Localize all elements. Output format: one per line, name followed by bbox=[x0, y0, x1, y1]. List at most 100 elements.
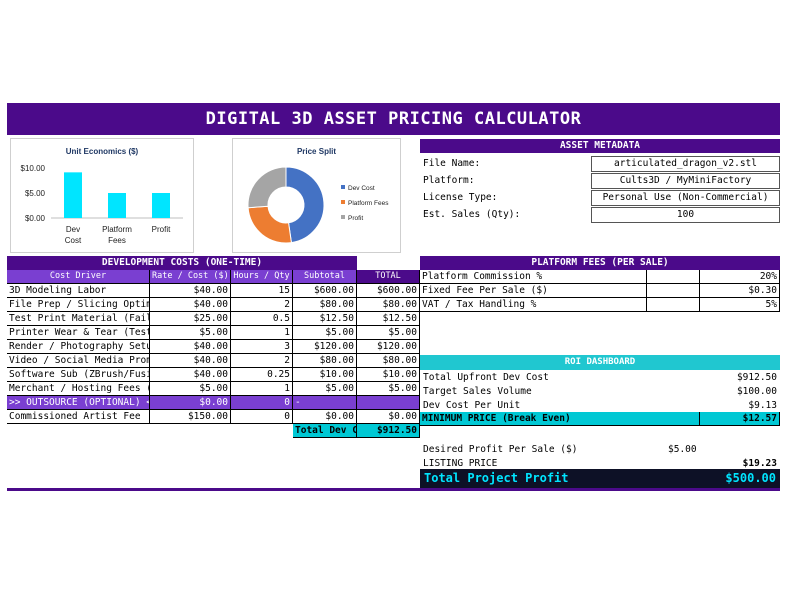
cost-driver-cell: Video / Social Media Prom bbox=[7, 354, 150, 368]
roi-value: $912.50 bbox=[736, 372, 777, 383]
fee-value[interactable]: 20% bbox=[700, 270, 780, 284]
metadata-label: Est. Sales (Qty): bbox=[423, 209, 521, 220]
cost-driver-cell: File Prep / Slicing Optim bbox=[7, 298, 150, 312]
cost-driver-cell: Printer Wear & Tear (Test bbox=[7, 326, 150, 340]
roi-label: Dev Cost Per Unit bbox=[423, 400, 521, 411]
cost-driver-cell: Commissioned Artist Fee bbox=[7, 410, 150, 424]
metadata-label: License Type: bbox=[423, 192, 498, 203]
listing-price-value: $19.23 bbox=[742, 458, 777, 469]
dev-value-cell[interactable]: 0 bbox=[231, 396, 293, 410]
cost-driver-cell: 3D Modeling Labor bbox=[7, 284, 150, 298]
fee-value[interactable]: $0.30 bbox=[700, 284, 780, 298]
dev-value-cell[interactable]: $0.00 bbox=[150, 396, 231, 410]
dev-value-cell[interactable]: 0.5 bbox=[231, 312, 293, 326]
bar-2 bbox=[152, 193, 170, 218]
dev-value-cell: $0.00 bbox=[293, 410, 357, 424]
pie-slice-2 bbox=[247, 166, 287, 209]
y-tick-label: $0.00 bbox=[25, 214, 46, 223]
dev-value-cell: $12.50 bbox=[293, 312, 357, 326]
unit-economics-chart: Unit Economics ($) $10.00 $5.00 $0.00 Dev Co… bbox=[10, 138, 194, 253]
metadata-value-field[interactable]: articulated_dragon_v2.stl bbox=[591, 156, 780, 172]
fee-spacer bbox=[647, 298, 700, 312]
total-cell: $80.00 bbox=[357, 298, 420, 312]
price-split-chart: Price Split Dev Cost Platform Fees Profit bbox=[232, 138, 401, 253]
total-cell: $0.00 bbox=[357, 410, 420, 424]
unit-chart-svg: $10.00 $5.00 $0.00 Dev Cost Platform Fees Profi… bbox=[21, 164, 183, 245]
legend-swatch bbox=[341, 215, 345, 219]
total-cell: $5.00 bbox=[357, 326, 420, 340]
dev-value-cell: $80.00 bbox=[293, 354, 357, 368]
dev-value-cell: $5.00 bbox=[293, 326, 357, 340]
platform-fees-header: PLATFORM FEES (PER SALE) bbox=[420, 256, 780, 270]
y-tick-label: $5.00 bbox=[25, 189, 46, 198]
dev-value-cell[interactable]: $5.00 bbox=[150, 326, 231, 340]
total-profit-bar: Total Project Profit $500.00 bbox=[420, 469, 780, 488]
fee-label: Platform Commission % bbox=[420, 270, 647, 284]
x-category-label: Platform bbox=[102, 225, 132, 234]
dev-col-header: Cost Driver bbox=[7, 270, 150, 284]
metadata-value-field[interactable]: 100 bbox=[591, 207, 780, 223]
dev-value-cell[interactable]: 1 bbox=[231, 382, 293, 396]
dev-value-cell[interactable]: $40.00 bbox=[150, 354, 231, 368]
legend-label: Dev Cost bbox=[348, 185, 375, 192]
fee-value[interactable]: 5% bbox=[700, 298, 780, 312]
fee-label: VAT / Tax Handling % bbox=[420, 298, 647, 312]
metadata-value-field[interactable]: Personal Use (Non-Commercial) bbox=[591, 190, 780, 206]
page-title: DIGITAL 3D ASSET PRICING CALCULATOR bbox=[7, 103, 780, 135]
price-chart-title: Price Split bbox=[296, 147, 337, 156]
total-cell: $12.50 bbox=[357, 312, 420, 326]
dev-value-cell[interactable]: 0.25 bbox=[231, 368, 293, 382]
bottom-divider bbox=[7, 488, 780, 491]
legend-label: Profit bbox=[348, 215, 363, 222]
legend-label: Platform Fees bbox=[348, 200, 389, 207]
dev-value-cell[interactable]: $150.00 bbox=[150, 410, 231, 424]
dev-value-cell[interactable]: 1 bbox=[231, 326, 293, 340]
x-category-label: Fees bbox=[108, 236, 126, 245]
total-cell: $80.00 bbox=[357, 354, 420, 368]
y-tick-label: $10.00 bbox=[21, 164, 46, 173]
min-price-label: MINIMUM PRICE (Break Even) bbox=[420, 412, 700, 426]
dev-value-cell[interactable]: $40.00 bbox=[150, 368, 231, 382]
dev-value-cell[interactable]: 15 bbox=[231, 284, 293, 298]
x-category-label: Cost bbox=[65, 236, 82, 245]
cost-driver-cell: Merchant / Hosting Fees ( bbox=[7, 382, 150, 396]
desired-profit-label: Desired Profit Per Sale ($) bbox=[423, 444, 578, 455]
desired-profit-value[interactable]: $5.00 bbox=[668, 444, 697, 455]
price-chart-svg: Dev Cost Platform Fees Profit bbox=[247, 166, 389, 244]
dev-value-cell[interactable]: $40.00 bbox=[150, 340, 231, 354]
metadata-header: ASSET METADATA bbox=[420, 139, 780, 153]
unit-chart-title: Unit Economics ($) bbox=[65, 147, 139, 156]
total-cell: $10.00 bbox=[357, 368, 420, 382]
total-profit-value: $500.00 bbox=[725, 471, 776, 485]
dev-value-cell: - bbox=[293, 396, 357, 410]
total-cell: $120.00 bbox=[357, 340, 420, 354]
dev-value-cell[interactable]: 3 bbox=[231, 340, 293, 354]
dev-col-header: Subtotal bbox=[293, 270, 357, 284]
total-cell bbox=[357, 396, 420, 410]
roi-value: $100.00 bbox=[736, 386, 777, 397]
dev-value-cell[interactable]: $40.00 bbox=[150, 284, 231, 298]
total-cell: $5.00 bbox=[357, 382, 420, 396]
metadata-label: Platform: bbox=[423, 175, 475, 186]
total-cell: $600.00 bbox=[357, 284, 420, 298]
dev-value-cell: $5.00 bbox=[293, 382, 357, 396]
pie-slice-0 bbox=[285, 166, 325, 244]
x-category-label: Dev bbox=[66, 225, 80, 234]
fee-spacer bbox=[647, 270, 700, 284]
dev-value-cell[interactable]: 2 bbox=[231, 298, 293, 312]
metadata-value-field[interactable]: Cults3D / MyMiniFactory bbox=[591, 173, 780, 189]
dev-value-cell[interactable]: $5.00 bbox=[150, 382, 231, 396]
roi-label: Total Upfront Dev Cost bbox=[423, 372, 549, 383]
dev-value-cell[interactable]: 0 bbox=[231, 410, 293, 424]
dev-value-cell: $80.00 bbox=[293, 298, 357, 312]
dev-col-header: Rate / Cost ($) bbox=[150, 270, 231, 284]
dev-value-cell[interactable]: $25.00 bbox=[150, 312, 231, 326]
cost-driver-cell: Software Sub (ZBrush/Fusi bbox=[7, 368, 150, 382]
dev-value-cell: $10.00 bbox=[293, 368, 357, 382]
dev-value-cell[interactable]: 2 bbox=[231, 354, 293, 368]
total-dev-cost-value: $912.50 bbox=[357, 424, 420, 438]
dev-value-cell[interactable]: $40.00 bbox=[150, 298, 231, 312]
roi-label: Target Sales Volume bbox=[423, 386, 532, 397]
dev-value-cell: $600.00 bbox=[293, 284, 357, 298]
fee-spacer bbox=[647, 284, 700, 298]
